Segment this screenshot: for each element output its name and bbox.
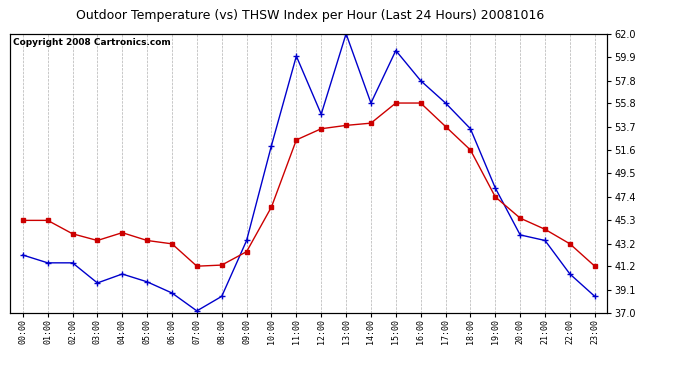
Text: Copyright 2008 Cartronics.com: Copyright 2008 Cartronics.com <box>13 38 171 47</box>
Text: Outdoor Temperature (vs) THSW Index per Hour (Last 24 Hours) 20081016: Outdoor Temperature (vs) THSW Index per … <box>77 9 544 22</box>
